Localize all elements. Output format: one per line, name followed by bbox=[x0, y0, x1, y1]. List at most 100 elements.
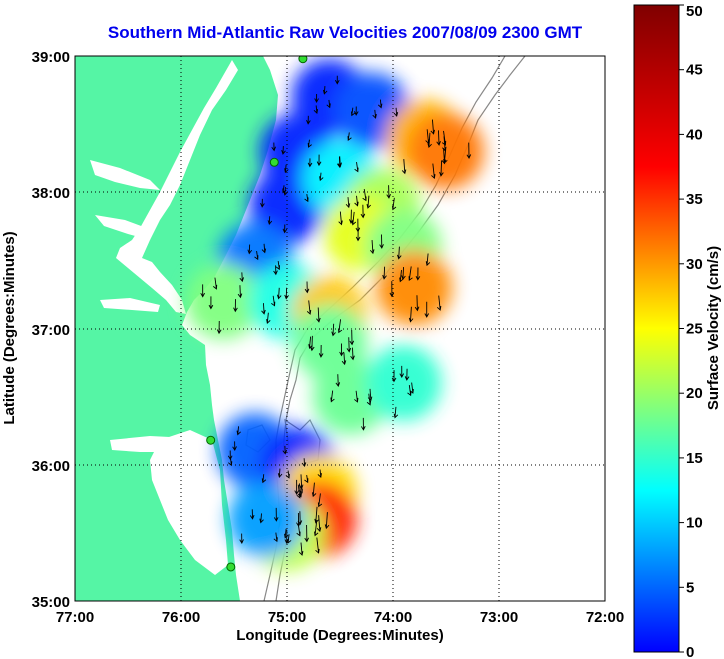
colorbar-tick-label: 35 bbox=[686, 191, 703, 208]
velocity-arrow bbox=[304, 281, 310, 294]
velocity-arrow bbox=[306, 115, 311, 125]
colorbar-tick-label: 15 bbox=[686, 450, 703, 467]
velocity-arrow bbox=[297, 483, 302, 498]
velocity-arrow bbox=[282, 445, 288, 455]
velocity-arrow bbox=[254, 251, 259, 261]
velocity-arrow bbox=[318, 344, 324, 358]
velocity-arrow bbox=[271, 295, 276, 307]
velocity-arrow bbox=[436, 295, 442, 311]
velocity-arrow bbox=[386, 185, 391, 199]
velocity-arrow bbox=[353, 106, 359, 116]
velocity-arrow bbox=[355, 226, 361, 242]
velocity-arrow bbox=[346, 337, 352, 353]
colorbar-tick-label: 40 bbox=[686, 126, 703, 143]
velocity-arrow bbox=[436, 130, 441, 146]
radar-station-marker bbox=[206, 435, 216, 445]
velocity-arrow bbox=[415, 267, 421, 281]
velocity-arrow bbox=[334, 75, 340, 85]
velocity-arrow bbox=[404, 368, 410, 381]
colorbar-tick-label: 5 bbox=[686, 579, 694, 596]
albemarle-sound bbox=[110, 436, 200, 452]
pamlico-sound bbox=[150, 430, 228, 575]
velocity-arrow bbox=[212, 277, 218, 290]
velocity-arrow bbox=[284, 164, 289, 174]
velocity-arrow bbox=[208, 296, 214, 310]
velocity-arrow bbox=[266, 312, 271, 324]
velocity-arrow bbox=[304, 194, 309, 203]
velocity-arrow bbox=[360, 417, 366, 431]
velocity-arrow bbox=[306, 300, 312, 315]
radar-stations bbox=[206, 56, 308, 572]
y-tick-label: 39:00 bbox=[32, 49, 70, 66]
x-axis-label: Longitude (Degrees:Minutes) bbox=[236, 627, 444, 644]
y-tick-label: 37:00 bbox=[32, 322, 70, 339]
velocity-arrow bbox=[277, 468, 283, 478]
velocity-arrow bbox=[319, 172, 324, 182]
velocity-arrow bbox=[331, 323, 336, 337]
velocity-arrow bbox=[281, 146, 286, 155]
velocity-arrow bbox=[349, 329, 355, 346]
velocity-arrow bbox=[314, 94, 319, 103]
y-tick-label: 36:00 bbox=[32, 458, 70, 475]
velocity-arrow bbox=[322, 86, 328, 95]
velocity-arrow bbox=[399, 270, 404, 283]
colorbar: 0 5 10 15 20 25 30 35 40 45 50 Surface Velocity (c… bbox=[633, 3, 722, 659]
velocity-arrow bbox=[430, 119, 435, 135]
velocity-arrow bbox=[350, 347, 355, 361]
velocity-arrow bbox=[261, 303, 266, 315]
velocity-arrow bbox=[354, 390, 359, 403]
velocity-arrow bbox=[273, 265, 278, 276]
velocity-arrow bbox=[301, 458, 307, 468]
x-tick-label: 72:00 bbox=[586, 609, 624, 626]
velocity-arrow bbox=[261, 243, 267, 254]
map-grid bbox=[75, 56, 605, 601]
velocity-arrow bbox=[308, 336, 313, 349]
velocity-arrow bbox=[267, 216, 273, 226]
colorbar-label: Surface Velocity (cm/s) bbox=[705, 246, 722, 410]
velocity-arrow bbox=[349, 209, 354, 224]
radar-station-marker bbox=[298, 56, 308, 64]
velocity-arrow bbox=[345, 197, 351, 209]
velocity-arrow bbox=[439, 160, 444, 177]
velocity-arrow bbox=[382, 266, 387, 280]
velocity-arrow bbox=[389, 281, 395, 298]
velocity-cell bbox=[376, 249, 453, 326]
velocity-arrow bbox=[339, 343, 344, 357]
velocity-arrow bbox=[351, 211, 357, 226]
velocity-arrow bbox=[200, 284, 205, 298]
colorbar-tick-label: 10 bbox=[686, 515, 703, 532]
velocity-arrow bbox=[309, 335, 315, 352]
velocity-cell bbox=[365, 345, 442, 421]
velocity-arrow bbox=[362, 189, 367, 202]
velocity-cell bbox=[185, 263, 262, 340]
velocity-arrow bbox=[425, 253, 431, 267]
velocity-arrow bbox=[316, 154, 322, 167]
velocity-arrow bbox=[297, 511, 303, 526]
velocity-arrow bbox=[294, 479, 299, 496]
velocity-arrow bbox=[377, 99, 383, 109]
velocity-arrow bbox=[409, 382, 414, 394]
velocity-arrow bbox=[330, 390, 335, 403]
velocity-arrow bbox=[260, 198, 265, 208]
velocity-arrow bbox=[259, 513, 264, 524]
y-axis-label: Latitude (Degrees:Minutes) bbox=[1, 231, 18, 424]
velocity-cell bbox=[227, 481, 304, 558]
colorbar-tick-label: 50 bbox=[686, 3, 703, 20]
velocity-arrow bbox=[237, 285, 243, 299]
velocity-arrow bbox=[284, 528, 289, 539]
chart-title: Southern Mid-Atlantic Raw Velocities 200… bbox=[108, 23, 583, 42]
colorbar-gradient bbox=[633, 4, 680, 653]
x-axis: 77:00 76:00 75:00 74:00 73:00 72:00 Long… bbox=[56, 609, 624, 644]
velocity-arrow bbox=[369, 240, 375, 255]
velocity-arrow bbox=[313, 105, 319, 114]
velocity-arrow bbox=[324, 512, 330, 530]
velocity-arrow bbox=[366, 195, 371, 209]
velocity-arrow bbox=[392, 197, 397, 211]
velocity-arrow bbox=[347, 132, 352, 141]
velocity-arrow bbox=[296, 523, 301, 537]
velocity-arrow bbox=[427, 132, 432, 149]
bay-tributary bbox=[90, 160, 160, 190]
velocity-arrow bbox=[314, 520, 319, 537]
x-tick-label: 75:00 bbox=[268, 609, 306, 626]
velocity-arrow bbox=[304, 475, 309, 484]
